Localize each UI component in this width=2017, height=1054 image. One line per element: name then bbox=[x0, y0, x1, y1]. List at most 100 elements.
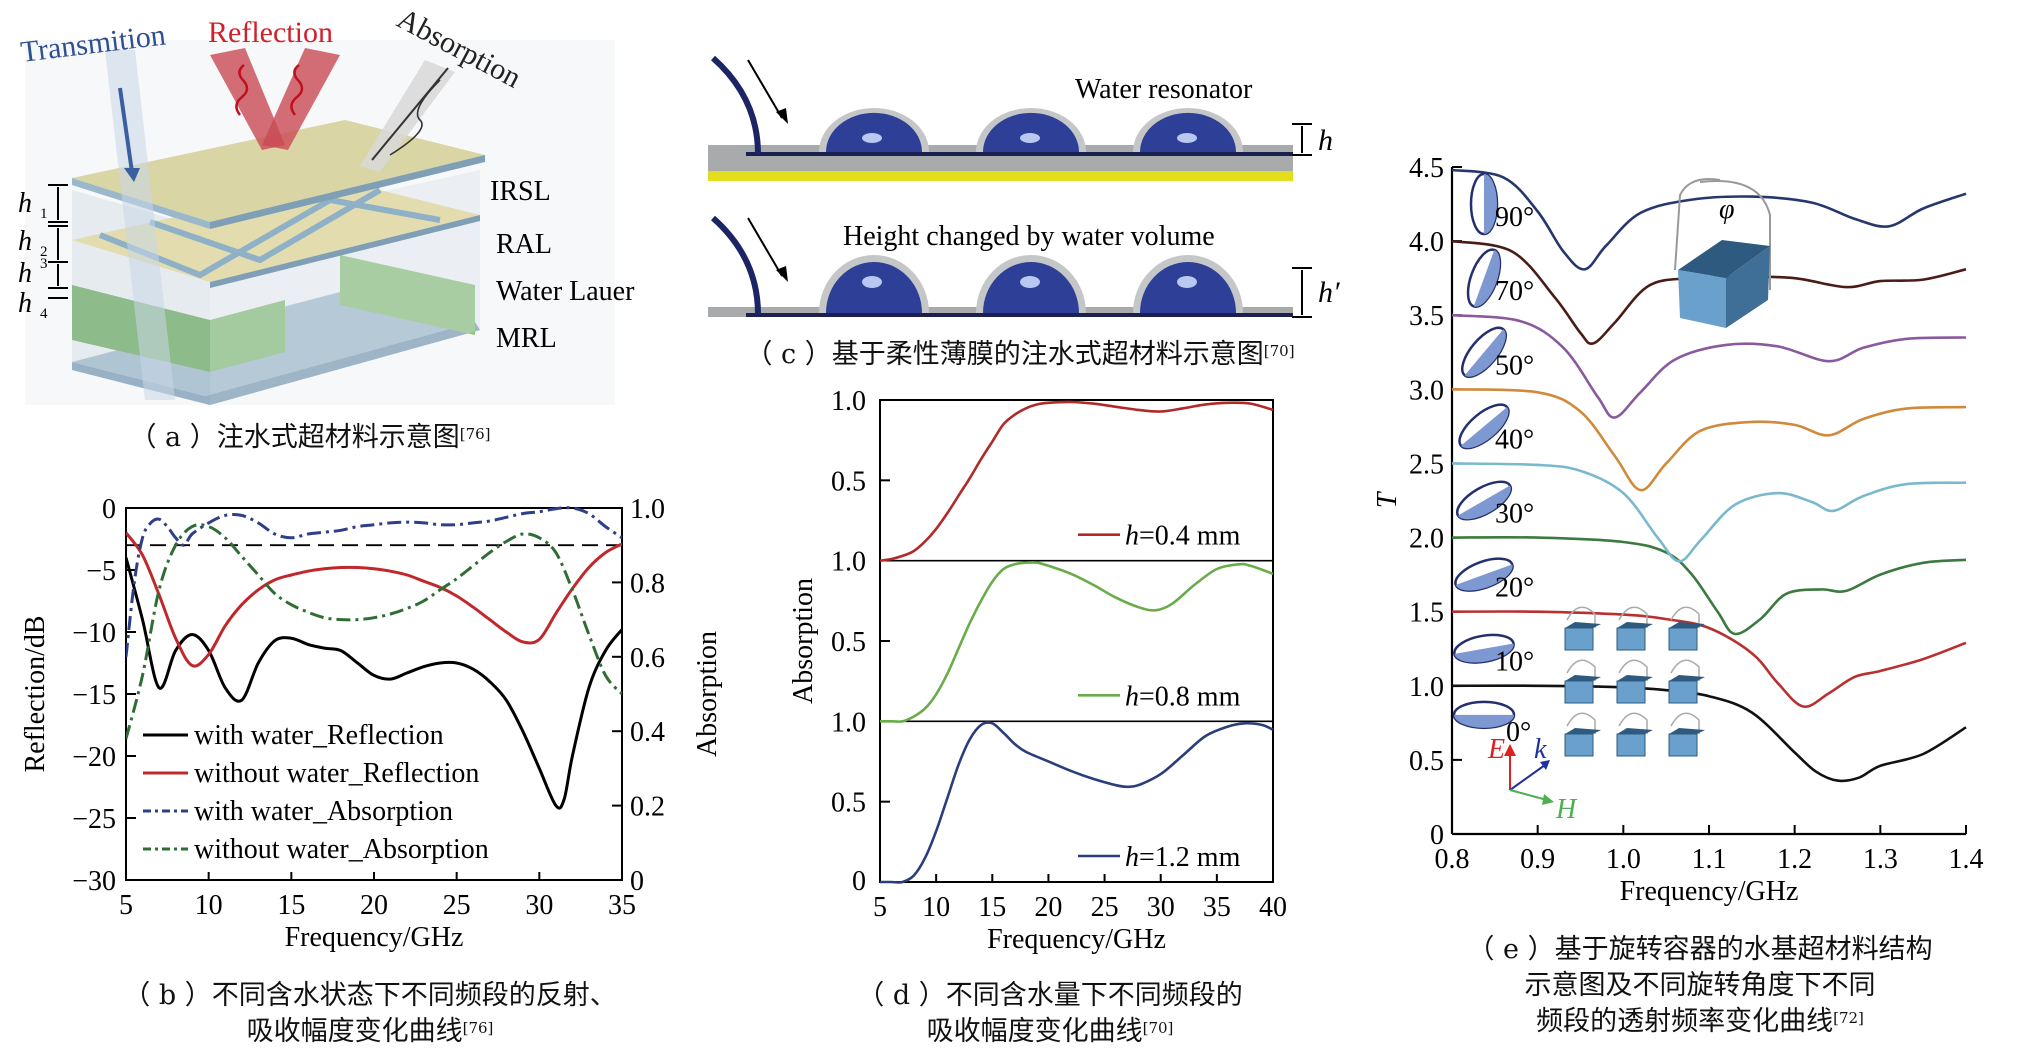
small-container-top bbox=[1669, 622, 1705, 628]
x-tick-label-b: 15 bbox=[277, 890, 305, 921]
container-water bbox=[1461, 407, 1509, 449]
y-tick-label-e: 0.5 bbox=[1409, 746, 1444, 777]
angle-label: 50° bbox=[1495, 350, 1534, 381]
caption-a: （ a ）注水式超材料示意图[76] bbox=[80, 420, 540, 456]
caption-b: （ b ）不同含水状态下不同频段的反射、 吸收幅度变化曲线[76] bbox=[60, 978, 680, 1050]
small-container-top bbox=[1617, 728, 1653, 734]
series-line-e-0 bbox=[1451, 684, 1967, 783]
angle-label: 90° bbox=[1495, 202, 1534, 233]
legend-label-b: without water_Reflection bbox=[194, 758, 479, 789]
series-line-b-1 bbox=[126, 531, 622, 668]
x-tick-label-b: 25 bbox=[443, 890, 471, 921]
small-container-frame bbox=[1618, 712, 1648, 734]
x-tick-label-d: 40 bbox=[1259, 892, 1287, 923]
x-tick-label-d: 5 bbox=[873, 892, 887, 923]
h-field-arrow bbox=[1509, 789, 1548, 801]
layer-label-mrl: MRL bbox=[496, 323, 557, 354]
x-tick-label-d: 20 bbox=[1034, 892, 1062, 923]
svg-text:4: 4 bbox=[40, 306, 48, 322]
k-vector-arrow bbox=[1509, 764, 1546, 791]
y-tick-label-b: −10 bbox=[72, 618, 116, 649]
small-container-body bbox=[1564, 680, 1594, 704]
small-container-frame bbox=[1566, 712, 1596, 734]
container-icon bbox=[1453, 633, 1515, 664]
x-axis-label-e: Frequency/GHz bbox=[1620, 876, 1799, 907]
inject-arrow-top bbox=[747, 59, 783, 119]
y2-tick-label-b: 1.0 bbox=[630, 494, 665, 525]
x-axis-label-d: Frequency/GHz bbox=[987, 924, 1166, 955]
phi-label: φ bbox=[1719, 194, 1735, 225]
angle-label: 20° bbox=[1495, 573, 1534, 604]
h1-label: h bbox=[18, 188, 32, 219]
h4-label: h bbox=[18, 288, 32, 319]
small-container bbox=[1616, 659, 1653, 704]
small-container bbox=[1616, 606, 1653, 651]
caption-b-line1: 不同含水状态下不同频段的反射、 bbox=[211, 980, 617, 1011]
x-tick-label-e: 1.2 bbox=[1777, 844, 1812, 875]
h-field-arrowhead bbox=[1542, 794, 1554, 805]
y2-axis-label-b: Absorption bbox=[692, 631, 723, 757]
series-line-e-5 bbox=[1451, 313, 1967, 419]
container-icon bbox=[1461, 326, 1507, 378]
series-line-d-0 bbox=[879, 400, 1274, 562]
y-axis-label-b: Reflection/dB bbox=[20, 615, 51, 772]
small-container-body bbox=[1616, 680, 1646, 704]
small-container-top bbox=[1669, 728, 1705, 734]
legend-label-b: with water_Reflection bbox=[194, 720, 444, 751]
y-tick-label-d: 0.5 bbox=[831, 788, 866, 819]
small-container-body bbox=[1668, 627, 1698, 651]
caption-a-text: 注水式超材料示意图 bbox=[216, 422, 460, 453]
container-icon bbox=[1469, 172, 1499, 236]
svg-text:1: 1 bbox=[40, 206, 48, 222]
y-axis-label-d: Absorption bbox=[788, 578, 819, 704]
y-tick-label-e: 1.5 bbox=[1409, 598, 1444, 629]
x-axis-label-b: Frequency/GHz bbox=[285, 922, 464, 953]
h-dimension-bottom bbox=[1292, 267, 1312, 318]
caption-a-ref: [76] bbox=[459, 425, 491, 443]
x-tick-label-e: 1.3 bbox=[1863, 844, 1898, 875]
y-axis-label-e: T bbox=[1372, 490, 1403, 508]
container-water bbox=[1464, 329, 1506, 377]
small-container-frame bbox=[1670, 712, 1700, 734]
container-water bbox=[1484, 174, 1497, 235]
caption-e-line3: 频段的透射频率变化曲线 bbox=[1536, 1006, 1834, 1037]
caption-e: （ e ）基于旋转容器的水基超材料结构 示意图及不同旋转角度下不同 频段的透射频… bbox=[1400, 932, 2000, 1040]
caption-b-ref: [76] bbox=[462, 1019, 494, 1037]
x-tick-label-d: 10 bbox=[922, 892, 950, 923]
series-line-d-2 bbox=[880, 721, 1274, 884]
caption-d-line2: 吸收幅度变化曲线 bbox=[926, 1016, 1143, 1047]
small-container-frame bbox=[1670, 659, 1700, 681]
height-changed-label: Height changed by water volume bbox=[843, 221, 1215, 252]
y-tick-label-b: −15 bbox=[72, 680, 116, 711]
x-tick-label-b: 10 bbox=[195, 890, 223, 921]
caption-c-text: 基于柔性薄膜的注水式超材料示意图 bbox=[831, 339, 1264, 370]
water-resonators-top bbox=[819, 108, 1243, 152]
caption-e-ref: [72] bbox=[1833, 1009, 1864, 1027]
svg-text:2: 2 bbox=[40, 244, 48, 260]
container-water bbox=[1455, 564, 1513, 591]
layer-label-irsl: IRSL bbox=[490, 176, 551, 207]
container-frame bbox=[1674, 178, 1771, 290]
y-tick-label-e: 3.5 bbox=[1409, 301, 1444, 332]
y2-tick-label-b: 0 bbox=[630, 866, 644, 897]
small-container-body bbox=[1668, 680, 1698, 704]
h2-label: h bbox=[18, 226, 32, 257]
series-line-e-7 bbox=[1451, 168, 1967, 271]
x-tick-label-d: 30 bbox=[1147, 892, 1175, 923]
layer-label-water: Water Lauer bbox=[496, 276, 635, 307]
x-tick-label-b: 5 bbox=[119, 890, 133, 921]
small-container-top bbox=[1617, 622, 1653, 628]
x-tick-label-d: 35 bbox=[1203, 892, 1231, 923]
small-container bbox=[1668, 659, 1705, 704]
y-tick-label-e: 2.0 bbox=[1409, 524, 1444, 555]
y-tick-label-b: −20 bbox=[72, 742, 116, 773]
small-container-top bbox=[1669, 675, 1705, 681]
series-line-e-1 bbox=[1451, 610, 1967, 708]
container-side-face bbox=[1726, 246, 1770, 328]
caption-e-line1: 基于旋转容器的水基超材料结构 bbox=[1554, 934, 1933, 965]
y-tick-label-d: 1.0 bbox=[831, 386, 866, 417]
container-front-face bbox=[1678, 270, 1726, 328]
y-tick-label-d: 0.5 bbox=[831, 466, 866, 497]
container-icon bbox=[1458, 403, 1510, 450]
